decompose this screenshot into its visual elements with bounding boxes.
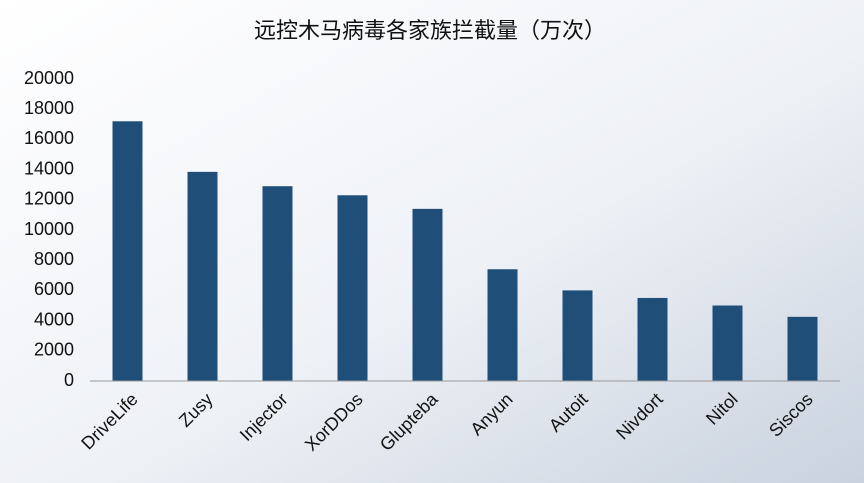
y-tick-label: 0: [64, 370, 74, 390]
bar: [187, 171, 218, 381]
bar: [637, 297, 668, 381]
bar: [787, 316, 818, 381]
y-tick-label: 6000: [34, 279, 74, 299]
bar: [712, 305, 743, 381]
y-tick-label: 12000: [24, 189, 74, 209]
bar: [262, 186, 293, 381]
y-tick-label: 18000: [24, 98, 74, 118]
bar: [112, 121, 143, 381]
bar: [487, 269, 518, 381]
chart-title: 远控木马病毒各家族拦截量（万次）: [254, 18, 606, 43]
y-tick-label: 2000: [34, 340, 74, 360]
bar: [412, 208, 443, 381]
bar: [562, 290, 593, 381]
bar: [337, 195, 368, 381]
y-tick-label: 16000: [24, 128, 74, 148]
y-tick-label: 10000: [24, 219, 74, 239]
y-tick-label: 14000: [24, 158, 74, 178]
y-tick-label: 4000: [34, 309, 74, 329]
y-tick-label: 8000: [34, 249, 74, 269]
y-tick-label: 20000: [24, 68, 74, 88]
